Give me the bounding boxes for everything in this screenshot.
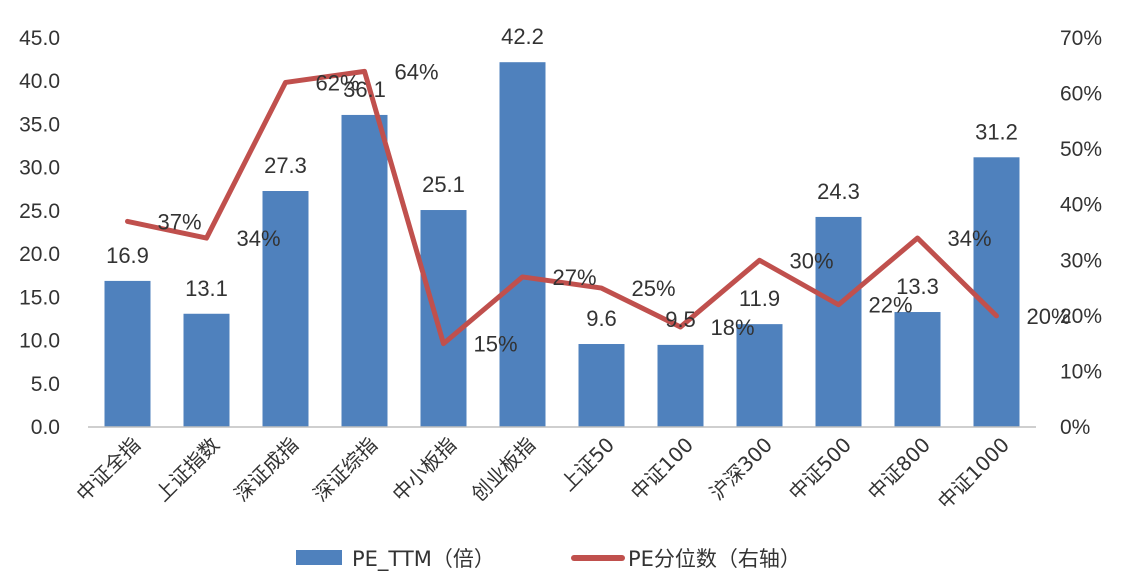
bar-data-label: 25.1 [422, 172, 465, 197]
line-data-label: 62% [316, 70, 360, 95]
right-axis-tick-label: 40% [1060, 194, 1102, 217]
line-data-label: 22% [869, 293, 913, 318]
line-data-label: 18% [711, 315, 755, 340]
line-data-label: 20% [1027, 304, 1071, 329]
bar [815, 216, 862, 427]
x-axis-category-label: 深证综指 [308, 433, 382, 507]
bar-data-label: 42.2 [501, 24, 544, 49]
bar-data-label: 31.2 [975, 119, 1018, 144]
line-data-label: 25% [632, 276, 676, 301]
bar-data-label: 16.9 [106, 243, 149, 268]
bar-data-label: 13.1 [185, 276, 228, 301]
right-axis: 0% 10% 20% 30% 40% 50% 60% 70% [1060, 27, 1102, 439]
x-axis-category-label: 中证500 [784, 433, 856, 505]
bar-series [104, 62, 1020, 428]
line-series [125, 68, 999, 347]
line-data-labels: 37% 34% 62% 64% 15% 27% 25% 18% 30% 22% 34% 20% [158, 59, 1071, 356]
x-axis-category-label: 深证成指 [229, 433, 303, 507]
bar [973, 157, 1020, 427]
x-axis-category-label: 创业板指 [466, 433, 540, 507]
right-axis-tick-label: 20% [1060, 305, 1102, 328]
bar-data-label: 13.3 [896, 274, 939, 299]
line-data-label: 64% [395, 59, 439, 84]
bar [104, 280, 151, 427]
legend-bar-swatch [296, 550, 342, 565]
x-axis-category-label: 上证指数 [150, 433, 224, 507]
line-data-label: 34% [237, 226, 281, 251]
bar-data-label: 27.3 [264, 153, 307, 178]
line-data-label: 15% [474, 332, 518, 357]
left-axis-tick-label: 20.0 [19, 243, 60, 266]
bar-data-label: 11.9 [739, 286, 780, 311]
left-axis-tick-label: 5.0 [31, 373, 60, 396]
left-axis-tick-label: 10.0 [19, 330, 60, 353]
right-axis-tick-label: 0% [1060, 416, 1090, 439]
right-axis-tick-label: 70% [1060, 27, 1102, 50]
left-axis: 0.0 5.0 10.0 15.0 20.0 25.0 30.0 35.0 40.0 45.0 [19, 27, 60, 439]
left-axis-tick-label: 25.0 [19, 200, 60, 223]
left-axis-tick-label: 45.0 [19, 27, 60, 50]
right-axis-tick-label: 30% [1060, 249, 1102, 272]
x-axis-category-label: 中证1000 [933, 433, 1014, 514]
bar [183, 313, 230, 427]
legend: PE_TTM（倍） PE分位数（右轴） [296, 547, 801, 572]
legend-bar-label: PE_TTM（倍） [352, 547, 495, 572]
line-data-label: 37% [158, 209, 202, 234]
left-axis-tick-label: 40.0 [19, 70, 60, 93]
right-axis-tick-label: 10% [1060, 360, 1102, 383]
right-axis-tick-label: 50% [1060, 138, 1102, 161]
x-axis-category-label: 沪深300 [705, 433, 777, 505]
bar-data-label: 9.6 [586, 306, 617, 331]
right-axis-tick-label: 60% [1060, 83, 1102, 106]
line-data-label: 27% [553, 265, 597, 290]
bar-data-label: 36.1 [343, 77, 386, 102]
bar-data-labels: 16.9 13.1 27.3 36.1 25.1 42.2 9.6 9.5 11.9 24.3 13… [106, 24, 1018, 332]
bar-data-label: 9.5 [665, 307, 696, 332]
x-axis-category-label: 中证100 [626, 433, 698, 505]
left-axis-tick-label: 15.0 [19, 286, 60, 309]
x-axis-category-label: 中证800 [863, 433, 935, 505]
x-axis-categories: 中证全指 上证指数 深证成指 深证综指 中小板指 创业板指 上证50 中证100 沪深300 中证… [71, 433, 1014, 514]
left-axis-tick-label: 30.0 [19, 157, 60, 180]
x-axis-category-label: 中小板指 [387, 433, 461, 507]
line-data-label: 30% [790, 248, 834, 273]
bar [341, 114, 388, 428]
x-axis-category-label: 中证全指 [71, 433, 145, 507]
left-axis-tick-label: 0.0 [31, 416, 60, 439]
bar [736, 324, 783, 427]
bar [420, 210, 467, 427]
bar [578, 344, 625, 427]
left-axis-tick-label: 35.0 [19, 113, 60, 136]
x-axis-category-label: 上证50 [556, 433, 619, 496]
legend-line-label: PE分位数（右轴） [628, 547, 801, 571]
line-data-label: 34% [948, 226, 992, 251]
bar [657, 344, 704, 427]
bar-data-label: 24.3 [817, 179, 860, 204]
bar [262, 191, 309, 427]
line-path [125, 68, 999, 347]
bar [499, 62, 546, 428]
bar [894, 312, 941, 427]
